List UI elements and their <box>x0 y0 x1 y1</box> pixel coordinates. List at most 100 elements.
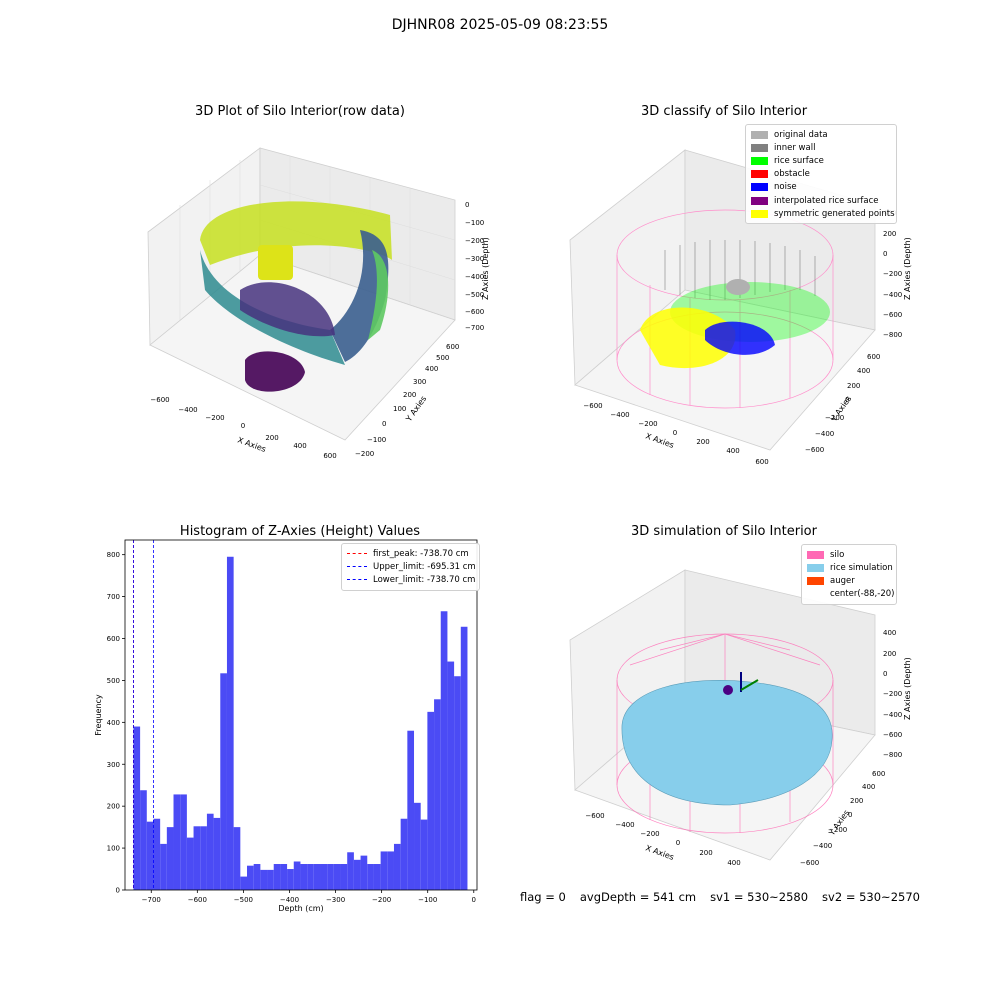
panel2-3d-plot: −600 −400 −200 0 200 400 600 X Axies −60… <box>569 149 912 466</box>
panel4-ytick: −400 <box>813 842 832 850</box>
panel1-title: 3D Plot of Silo Interior(row data) <box>195 104 405 119</box>
legend-line <box>347 553 367 555</box>
histogram-xtick-label: −100 <box>418 896 437 904</box>
panel2-ytick: −400 <box>815 430 834 438</box>
panel2-obstacle-grey <box>726 279 750 295</box>
panel4-xtick: 200 <box>699 849 712 857</box>
histogram-plot: −700 −600 −500 −400 −300 −200 −100 0 0 100 200 300… <box>94 539 478 913</box>
legend-item-rice-surface: rice surface <box>751 154 891 167</box>
histogram-bar <box>387 851 394 890</box>
panel2-zlabel: Z Axies (Depth) <box>903 237 912 300</box>
histogram-bars <box>133 556 468 890</box>
panel4-zlabel: Z Axies (Depth) <box>903 657 912 720</box>
panel2-xtick: 200 <box>696 438 709 446</box>
panel1-funnel <box>240 282 335 337</box>
legend-swatch <box>807 563 824 572</box>
histogram-ytick-label: 700 <box>107 593 120 601</box>
histogram-bar <box>313 864 321 890</box>
panel1-ztick: −300 <box>465 255 484 263</box>
histogram-bar <box>226 556 234 890</box>
panel2-ztick: 0 <box>883 250 887 258</box>
histogram-xtick-label: −600 <box>188 896 207 904</box>
panel4-ztick: 0 <box>883 670 887 678</box>
panel1-point-cloud <box>200 201 392 392</box>
panel2-ytick: −600 <box>805 446 824 454</box>
panel1-xtick: −400 <box>178 406 197 414</box>
panel2-ztick: −800 <box>883 331 902 339</box>
histogram-y-ticks: 0 100 200 300 400 500 600 700 800 <box>107 551 125 895</box>
panel2-xtick: 400 <box>726 447 739 455</box>
histogram-bar <box>420 819 428 890</box>
histogram-ytick-label: 600 <box>107 635 120 643</box>
legend-label: center(-88,-20) <box>830 589 895 600</box>
panel2-z-ticks: 400 200 0 −200 −400 −600 −800 <box>883 209 902 339</box>
histogram-bar <box>240 876 248 890</box>
panel4-x-ticks: −600 −400 −200 0 200 400 <box>585 812 740 867</box>
histogram-xtick-label: −200 <box>372 896 391 904</box>
legend-swatch <box>751 209 768 218</box>
histogram-bar <box>280 864 288 890</box>
status-footer: flag = 0 avgDepth = 541 cm sv1 = 530~2580 s… <box>520 890 934 904</box>
legend-swatch <box>807 590 824 598</box>
legend-label: symmetric generated points <box>774 208 895 219</box>
panel1-xtick: 600 <box>323 452 336 460</box>
legend-label: Lower_limit: -738.70 cm <box>373 574 476 585</box>
panel1-xlabel: X Axies <box>236 435 267 454</box>
panel4-ztick: 400 <box>883 629 896 637</box>
panel1-wall-right-light <box>368 250 389 340</box>
histogram-xtick-label: −300 <box>326 896 345 904</box>
panel4-ytick: 200 <box>850 797 863 805</box>
panel1-ztick: −200 <box>465 237 484 245</box>
panel4-ytick: 600 <box>872 770 885 778</box>
panel1-ytick: 400 <box>425 365 438 373</box>
histogram-bar <box>160 843 167 890</box>
panel4-ztick: 200 <box>883 650 896 658</box>
panel1-ytick: 300 <box>413 378 426 386</box>
histogram-bar <box>260 869 268 890</box>
panel1-obstacle <box>258 245 293 280</box>
histogram-bar <box>400 818 408 890</box>
panel2-xtick: −400 <box>610 411 629 419</box>
histogram-bar <box>393 843 401 890</box>
legend-item-inner-wall: inner wall <box>751 141 891 154</box>
legend-swatch <box>807 576 824 585</box>
panel4-ztick: −200 <box>883 690 902 698</box>
histogram-bar <box>307 864 314 890</box>
legend-item-original-data: original data <box>751 128 891 141</box>
legend-swatch <box>751 170 768 179</box>
legend-item-center: center(-88,-20) <box>807 588 895 601</box>
panel1-ytick: −200 <box>355 450 374 458</box>
histogram-bar <box>454 676 461 890</box>
panel4-xtick: 400 <box>727 859 740 867</box>
legend-item-silo: silo <box>807 548 891 561</box>
histogram-threshold-lines <box>133 540 154 890</box>
histogram-bar <box>340 864 348 890</box>
legend-swatch <box>751 143 768 152</box>
panel4-ytick: −200 <box>828 826 847 834</box>
panel2-ytick: 600 <box>867 353 880 361</box>
panel4-rice-simulation <box>621 680 833 806</box>
histogram-ytick-label: 300 <box>107 761 120 769</box>
histogram-bar <box>140 790 147 890</box>
legend-swatch <box>807 550 824 559</box>
histogram-bar <box>146 821 154 890</box>
legend-item-first-peak: first_peak: -738.70 cm <box>347 547 474 560</box>
panel2-xtick: −200 <box>638 420 657 428</box>
histogram-bar <box>327 864 334 890</box>
panel4-3d-plot: −600 −400 −200 0 200 400 X Axies −600 −4… <box>569 569 912 867</box>
histogram-bar <box>233 827 241 890</box>
histogram-bar <box>193 826 201 890</box>
histogram-ytick-label: 200 <box>107 803 120 811</box>
panel4-ztick: −800 <box>883 751 902 759</box>
histogram-bar <box>180 794 187 890</box>
footer-avg-depth: avgDepth = 541 cm <box>579 890 697 904</box>
panel1-y-ticks: −200 −100 0 100 200 300 400 500 600 <box>355 343 459 458</box>
panel1-x-ticks: −600 −400 −200 0 200 400 600 <box>150 396 336 460</box>
footer-flag: flag = 0 <box>520 890 566 904</box>
legend-label: rice simulation <box>830 562 893 573</box>
legend-label: silo <box>830 549 845 560</box>
panel4-ytick: 0 <box>848 811 852 819</box>
panel1-ztick: −100 <box>465 219 484 227</box>
legend-item-auger: auger <box>807 574 891 587</box>
histogram-bar <box>333 864 341 890</box>
